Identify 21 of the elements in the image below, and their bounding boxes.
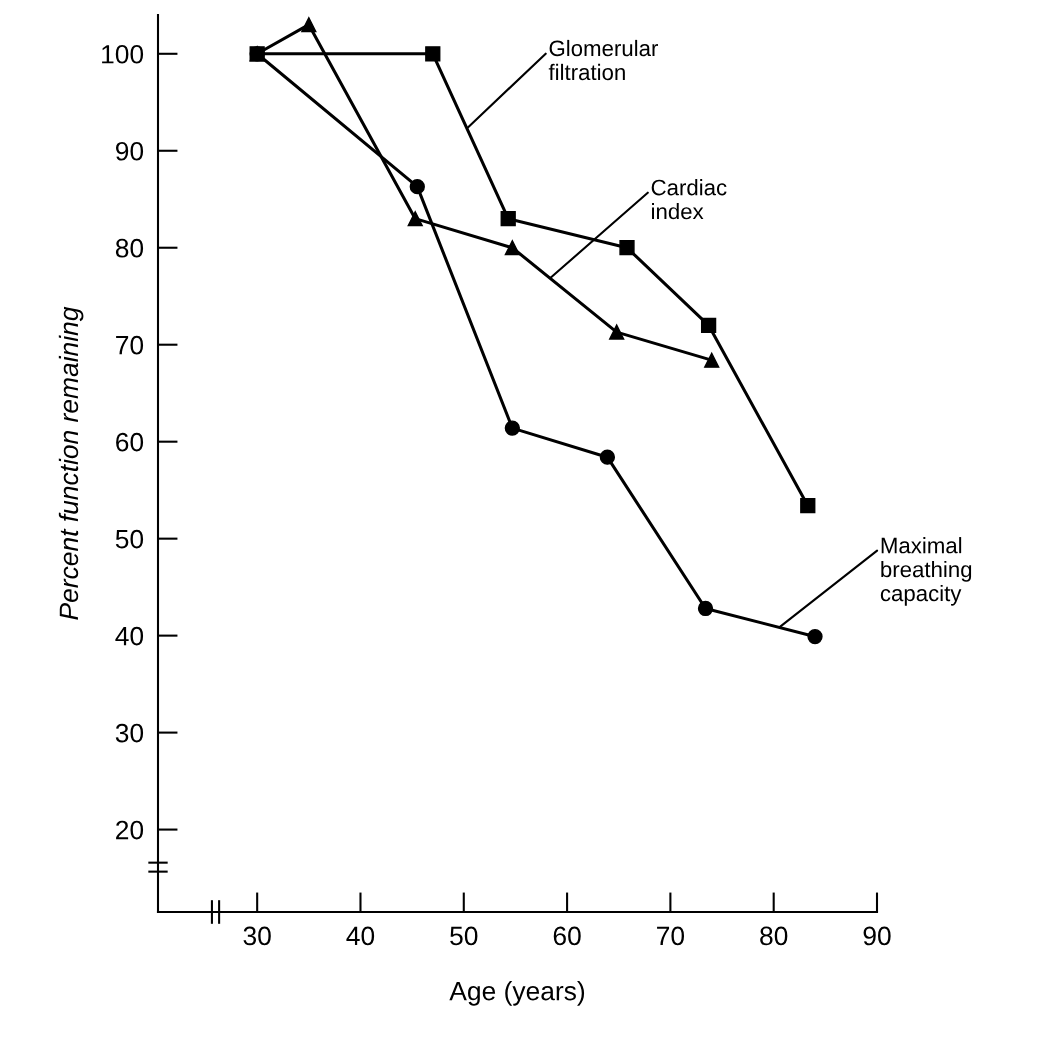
y-tick-label: 40 — [115, 626, 144, 646]
x-axis-title: Age (years) — [449, 981, 585, 1006]
y-tick-label: 90 — [116, 141, 144, 161]
y-tick-label: 80 — [115, 238, 144, 258]
y-tick-label: 20 — [116, 820, 144, 840]
y-tick-label: 70 — [116, 335, 144, 355]
x-tick-label: 50 — [450, 926, 478, 946]
annotation: Cardiac index — [651, 179, 727, 220]
x-tick-label: 40 — [346, 926, 375, 946]
annotation: Maximal breathing capacity — [880, 537, 972, 606]
x-tick-label: 30 — [243, 926, 271, 946]
x-tick-label: 70 — [657, 926, 685, 946]
x-tick-label: 90 — [863, 926, 891, 946]
y-tick-label: 50 — [115, 529, 144, 549]
y-tick-label: 60 — [116, 432, 144, 452]
y-tick-label: 100 — [102, 44, 144, 64]
x-tick-label: 80 — [760, 926, 788, 946]
y-axis-title: Percent function remaining — [58, 306, 84, 620]
annotation: Glomerular filtration — [548, 39, 659, 81]
x-tick-label: 60 — [553, 926, 581, 946]
y-tick-label: 30 — [115, 723, 144, 743]
